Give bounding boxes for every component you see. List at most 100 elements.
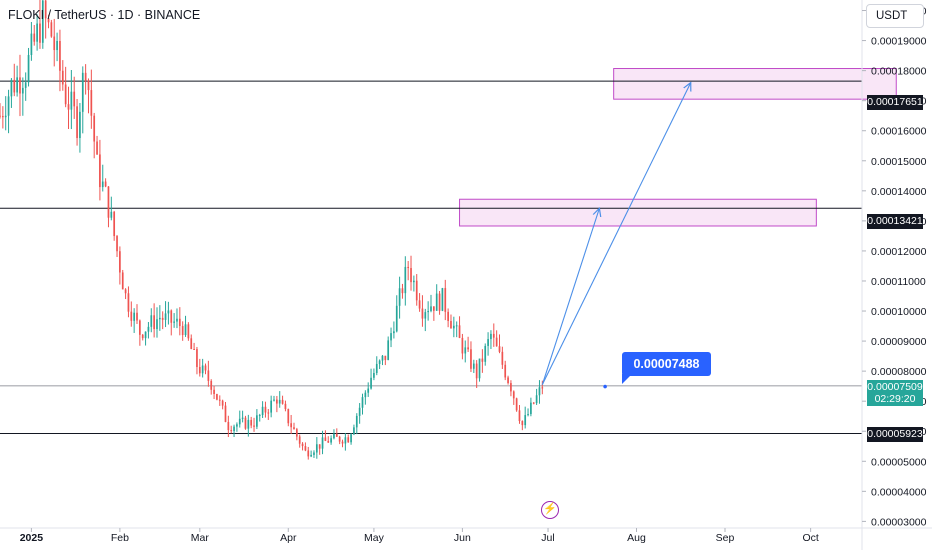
candle — [127, 286, 130, 318]
candle — [253, 417, 255, 432]
candle-body — [141, 334, 144, 339]
candle-body — [33, 33, 36, 42]
candle-body — [61, 70, 64, 85]
candle-body — [87, 80, 90, 91]
candle-body — [153, 315, 155, 330]
candle — [498, 334, 501, 354]
candle-body — [313, 452, 315, 455]
candle — [512, 390, 515, 405]
candle — [158, 305, 161, 331]
candle-body — [278, 399, 281, 404]
candle — [467, 336, 469, 352]
candle-body — [350, 434, 352, 443]
candle-body — [415, 280, 418, 301]
candle-body — [110, 211, 113, 218]
candle — [119, 246, 121, 285]
candle — [276, 395, 278, 413]
lightning-icon[interactable]: ⚡ — [541, 501, 559, 519]
candle-body — [64, 84, 67, 105]
candle-body — [47, 18, 50, 23]
candle — [1, 106, 4, 129]
candle-body — [318, 444, 321, 449]
candle — [56, 32, 58, 62]
candle-body — [404, 266, 407, 294]
candle-body — [244, 417, 247, 429]
candle-body — [470, 349, 472, 369]
candle — [481, 349, 484, 373]
candle-body — [518, 410, 521, 422]
candle-body — [541, 387, 544, 389]
candle-body — [76, 106, 78, 139]
candlestick-series — [0, 0, 544, 460]
candle — [304, 442, 307, 452]
candle-body — [484, 345, 487, 362]
candle — [4, 96, 7, 131]
candle-body — [524, 415, 527, 426]
candle — [290, 414, 292, 434]
candle-body — [310, 454, 312, 457]
price-callout[interactable]: 0.00007488 — [622, 352, 711, 376]
candle-body — [221, 400, 224, 406]
candle — [381, 355, 384, 366]
candle — [67, 86, 70, 130]
candle-body — [21, 87, 24, 94]
candle — [73, 76, 76, 119]
candle-body — [464, 347, 467, 354]
candle — [184, 315, 187, 337]
candle-body — [210, 380, 213, 390]
currency-selector[interactable]: USDT — [866, 4, 924, 28]
candle — [136, 304, 138, 325]
candle — [170, 309, 173, 336]
candle — [61, 60, 64, 91]
candle — [210, 379, 213, 395]
candle-body — [378, 360, 381, 364]
candle — [313, 450, 315, 458]
candle — [424, 308, 427, 332]
candle — [281, 395, 284, 405]
candle — [393, 321, 395, 339]
candle-body — [56, 40, 58, 51]
candle — [484, 343, 487, 366]
candle-body — [347, 437, 350, 443]
candle — [441, 287, 444, 312]
candle-body — [333, 433, 335, 439]
candle-body — [501, 351, 504, 365]
candle-body — [59, 40, 61, 71]
candle — [187, 322, 190, 341]
candle — [244, 415, 247, 430]
candle — [96, 135, 98, 155]
candle-body — [413, 280, 415, 283]
candle — [24, 72, 27, 101]
candle-body — [335, 433, 338, 437]
candle-body — [290, 423, 292, 428]
y-tick-label: 0.00009000 — [871, 336, 927, 348]
candle-body — [187, 324, 190, 339]
candle-body — [461, 337, 464, 354]
candle-body — [101, 181, 104, 188]
candle-body — [307, 450, 310, 457]
candle-body — [267, 412, 270, 414]
candle — [507, 375, 509, 385]
candle — [236, 422, 238, 432]
candle-body — [181, 326, 184, 336]
candle — [378, 359, 381, 370]
candle — [19, 54, 21, 117]
candle-body — [130, 311, 133, 321]
candle-body — [538, 387, 541, 396]
x-tick-label: Feb — [111, 532, 129, 544]
candle-body — [119, 251, 121, 273]
candle — [521, 420, 524, 431]
candle-body — [510, 383, 512, 392]
candle — [0, 103, 1, 119]
candle — [153, 303, 155, 338]
candle — [227, 415, 230, 438]
candle — [298, 434, 301, 448]
candle-body — [161, 317, 164, 320]
candle — [198, 358, 201, 377]
candle-body — [495, 337, 498, 347]
candle-body — [421, 308, 424, 319]
candle — [167, 301, 170, 325]
current-price-value: 0.00007509 — [867, 381, 923, 393]
candle — [501, 346, 504, 369]
